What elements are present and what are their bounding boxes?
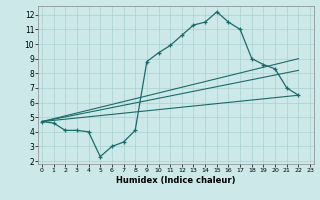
X-axis label: Humidex (Indice chaleur): Humidex (Indice chaleur)	[116, 176, 236, 185]
